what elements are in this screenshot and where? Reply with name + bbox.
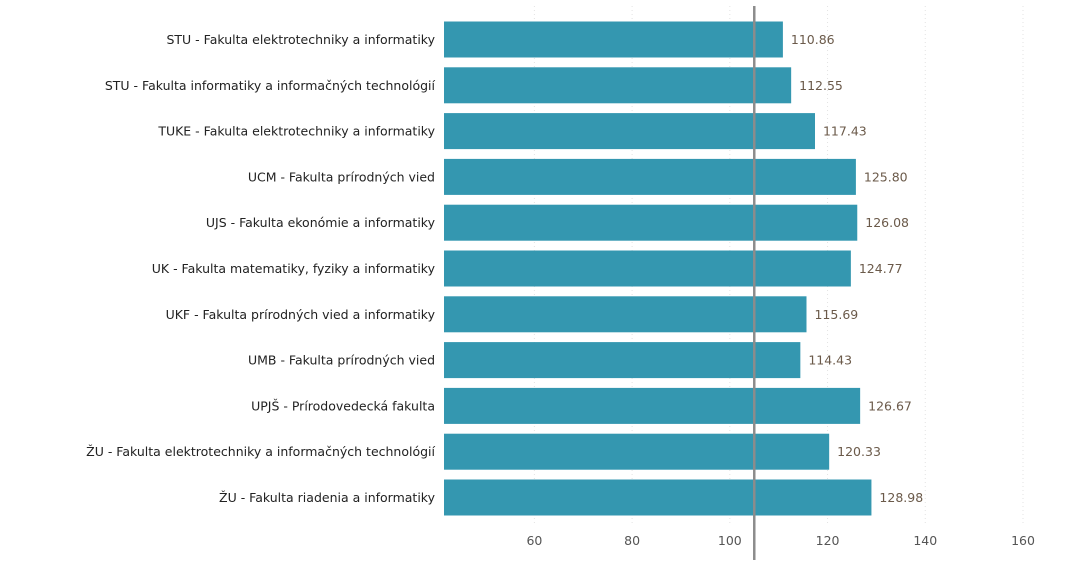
value-label: 120.33 — [837, 444, 881, 459]
category-label: ŽU - Fakulta elektrotechniky a informačn… — [86, 444, 435, 459]
x-tick-layer: 60 80 100 120 140 160 — [526, 533, 1035, 548]
category-label: STU - Fakulta informatiky a informačných… — [105, 78, 436, 93]
value-label-layer: 110.86 112.55 117.43 125.80 126.08 124.77 115.… — [791, 32, 923, 505]
value-label: 112.55 — [799, 78, 843, 93]
bar[interactable] — [444, 342, 801, 379]
x-tick-label: 160 — [1011, 533, 1035, 548]
value-label: 126.67 — [868, 398, 912, 413]
value-label: 114.43 — [808, 353, 852, 368]
value-label: 126.08 — [865, 215, 909, 230]
bar[interactable] — [444, 113, 815, 150]
category-label: UMB - Fakulta prírodných vied — [248, 353, 435, 368]
bar[interactable] — [444, 67, 792, 104]
category-label: STU - Fakulta elektrotechniky a informat… — [166, 32, 435, 47]
bar[interactable] — [444, 21, 783, 58]
value-label: 128.98 — [879, 490, 923, 505]
bar[interactable] — [444, 250, 851, 287]
x-tick-label: 140 — [913, 533, 937, 548]
category-label: ŽU - Fakulta riadenia a informatiky — [219, 490, 436, 505]
x-tick-label: 60 — [526, 533, 542, 548]
category-label: UJS - Fakulta ekonómie a informatiky — [206, 215, 436, 230]
bar[interactable] — [444, 158, 856, 195]
category-label: TUKE - Fakulta elektrotechniky a informa… — [157, 124, 435, 139]
bar[interactable] — [444, 479, 872, 516]
bar[interactable] — [444, 387, 861, 424]
x-tick-label: 120 — [816, 533, 840, 548]
value-label: 124.77 — [859, 261, 903, 276]
value-label: 125.80 — [864, 169, 908, 184]
bar-layer — [444, 21, 872, 516]
value-label: 117.43 — [823, 124, 867, 139]
category-label-layer: STU - Fakulta elektrotechniky a informat… — [86, 32, 435, 505]
category-label: UK - Fakulta matematiky, fyziky a inform… — [152, 261, 436, 276]
category-label: UPJŠ - Prírodovedecká fakulta — [251, 398, 435, 413]
bar[interactable] — [444, 296, 807, 333]
x-tick-label: 100 — [718, 533, 742, 548]
value-label: 115.69 — [814, 307, 858, 322]
category-label: UCM - Fakulta prírodných vied — [248, 169, 435, 184]
value-label: 110.86 — [791, 32, 835, 47]
x-tick-label: 80 — [624, 533, 640, 548]
bar[interactable] — [444, 433, 830, 470]
bar[interactable] — [444, 204, 858, 241]
category-label: UKF - Fakulta prírodných vied a informat… — [166, 307, 436, 322]
